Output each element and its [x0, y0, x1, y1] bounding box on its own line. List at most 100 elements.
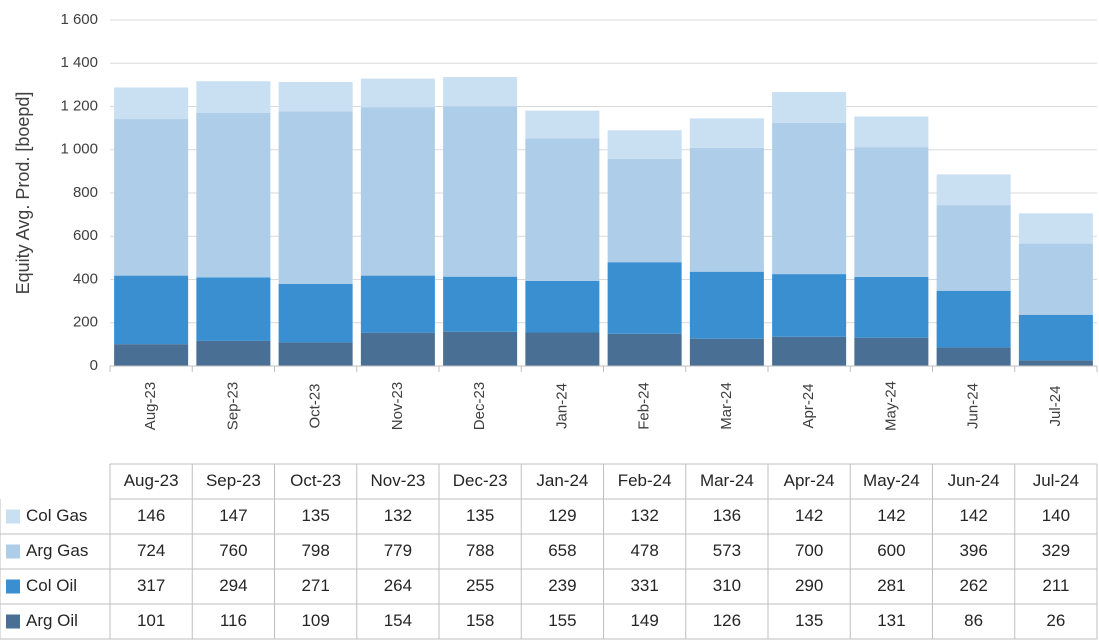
table-cell: 142 [877, 506, 905, 525]
table-cell: 478 [630, 541, 658, 560]
bar-segment [607, 130, 682, 159]
table-cell: 255 [466, 576, 494, 595]
y-tick-label: 1 200 [60, 97, 98, 114]
y-tick-label: 800 [73, 184, 98, 201]
bar-segment [772, 92, 847, 123]
x-tick-label: Nov-23 [389, 382, 406, 430]
x-tick-label: Jul-24 [1047, 386, 1064, 427]
table-cell: 262 [959, 576, 987, 595]
table-header: Mar-24 [700, 471, 754, 490]
table-header: Dec-23 [453, 471, 508, 490]
table-header: Aug-23 [124, 471, 179, 490]
table-header: Jun-24 [948, 471, 1000, 490]
x-tick-label: Apr-24 [800, 383, 817, 428]
bar-segment [772, 274, 847, 337]
bar-segment [360, 275, 435, 333]
x-tick-label: Oct-23 [307, 383, 324, 428]
bar-segment [607, 262, 682, 334]
bar-segment [196, 112, 271, 278]
bar-segment [196, 340, 271, 366]
table-cell: 724 [137, 541, 165, 560]
table-cell: 135 [466, 506, 494, 525]
table-cell: 658 [548, 541, 576, 560]
bar-segment [196, 81, 271, 113]
y-tick-label: 0 [90, 357, 98, 374]
y-tick-label: 400 [73, 270, 98, 287]
table-cell: 600 [877, 541, 905, 560]
table-header: Nov-23 [370, 471, 425, 490]
table-header: Feb-24 [618, 471, 672, 490]
bar-segment [525, 332, 600, 366]
bar-segment [1018, 243, 1093, 315]
y-tick-label: 1 000 [60, 141, 98, 158]
table-cell: 281 [877, 576, 905, 595]
x-tick-label: Sep-23 [224, 382, 241, 430]
legend-label: Arg Oil [26, 611, 78, 630]
bar-segment [525, 280, 600, 333]
bar-segment [689, 338, 764, 366]
bar-segment [443, 77, 518, 107]
x-tick-label: Jun-24 [965, 383, 982, 429]
bar-segment [278, 283, 353, 343]
legend-swatch [6, 614, 20, 629]
x-tick-label: Jan-24 [553, 383, 570, 429]
bar-segment [114, 344, 189, 366]
bar-segment [772, 122, 847, 275]
table-cell: 132 [384, 506, 412, 525]
table-cell: 396 [959, 541, 987, 560]
legend-swatch [6, 579, 20, 594]
bar-segment [1018, 213, 1093, 244]
table-cell: 155 [548, 611, 576, 630]
table-cell: 788 [466, 541, 494, 560]
table-cell: 290 [795, 576, 823, 595]
bar-segment [689, 147, 764, 272]
table-cell: 140 [1042, 506, 1070, 525]
table-cell: 798 [301, 541, 329, 560]
table-header: Jul-24 [1033, 471, 1079, 490]
legend-swatch [6, 509, 20, 524]
table-cell: 126 [713, 611, 741, 630]
bar-segment [689, 118, 764, 148]
table-cell: 294 [219, 576, 247, 595]
table-cell: 211 [1042, 576, 1069, 595]
legend-label: Col Gas [26, 506, 87, 525]
bar-segment [607, 333, 682, 366]
table-header: Apr-24 [784, 471, 835, 490]
table-cell: 136 [713, 506, 741, 525]
legend-swatch [6, 544, 20, 559]
table-cell: 573 [713, 541, 741, 560]
table-cell: 760 [219, 541, 247, 560]
table-cell: 149 [630, 611, 658, 630]
bar-segment [854, 337, 929, 366]
table-cell: 86 [964, 611, 983, 630]
bar-segment [114, 275, 189, 345]
table-cell: 239 [548, 576, 576, 595]
table-cell: 700 [795, 541, 823, 560]
bar-segment [196, 277, 271, 341]
y-tick-label: 600 [73, 227, 98, 244]
table-cell: 331 [630, 576, 658, 595]
bar-segment [936, 174, 1011, 206]
bar-segment [114, 87, 189, 120]
table-cell: 154 [384, 611, 412, 630]
bar-segment [278, 82, 353, 112]
table-cell: 101 [137, 611, 165, 630]
bar-segment [360, 78, 435, 108]
bar-segment [114, 119, 189, 276]
table-cell: 271 [301, 576, 329, 595]
table-cell: 129 [548, 506, 576, 525]
y-tick-label: 1 400 [60, 54, 98, 71]
table-cell: 310 [713, 576, 741, 595]
legend-label: Arg Gas [26, 541, 88, 560]
table-cell: 147 [219, 506, 247, 525]
table-cell: 109 [301, 611, 329, 630]
x-tick-label: May-24 [882, 381, 899, 431]
table-cell: 132 [630, 506, 658, 525]
y-tick-label: 1 600 [60, 11, 98, 28]
bar-segment [607, 158, 682, 263]
table-cell: 779 [384, 541, 412, 560]
y-axis-label: Equity Avg. Prod. [boepd] [13, 92, 33, 295]
x-tick-label: Aug-23 [142, 382, 159, 430]
bar-segment [1018, 360, 1093, 366]
